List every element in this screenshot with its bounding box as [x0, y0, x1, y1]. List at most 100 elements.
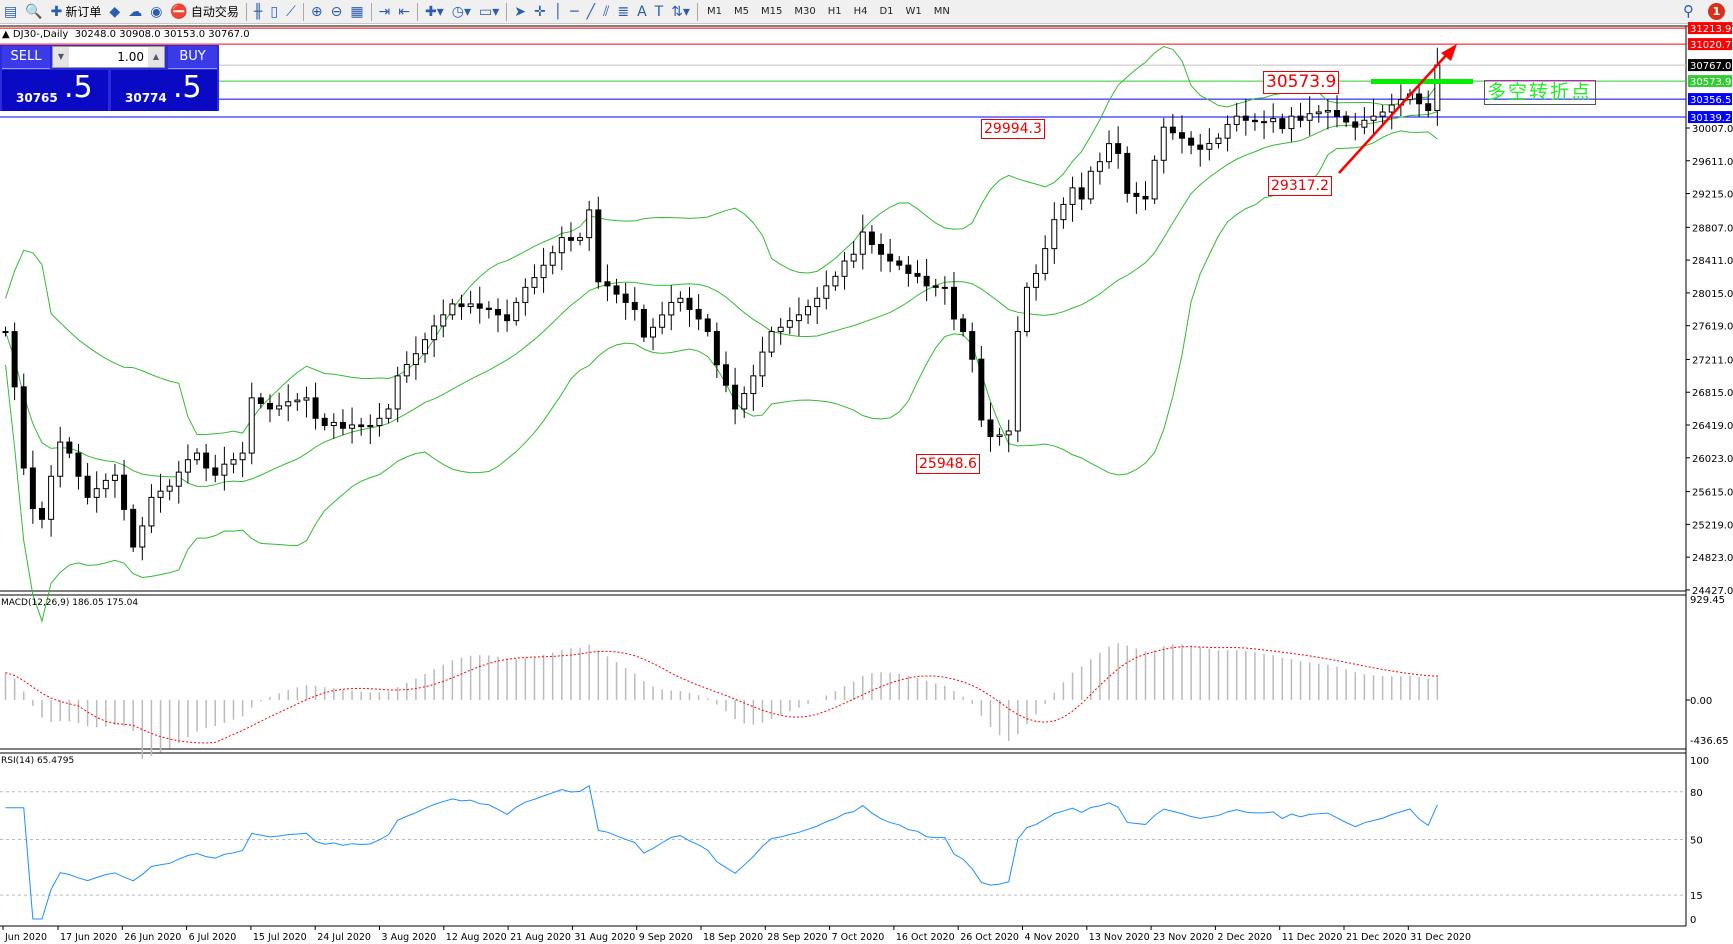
- metaeditor-icon: ◆: [109, 3, 121, 20]
- candle-bull: [376, 417, 383, 427]
- sell-price-box[interactable]: 30765 .5: [2, 70, 108, 111]
- bar-chart-icon: ╫: [253, 3, 263, 20]
- candle-bull: [1370, 115, 1377, 121]
- zoom-chart-button[interactable]: 🔍: [21, 1, 46, 23]
- auto-trading-icon: ⛔: [170, 3, 188, 20]
- candle-bear: [1197, 144, 1204, 150]
- candle-bull: [741, 392, 748, 410]
- candle-bear: [1169, 126, 1176, 134]
- notifications-badge[interactable]: 1: [1708, 2, 1725, 20]
- fibonacci-icon: ≣: [617, 3, 630, 20]
- signals-button[interactable]: ◉: [146, 1, 166, 23]
- arrows-button[interactable]: ⇅▾: [667, 1, 694, 23]
- candle-bull: [1005, 430, 1012, 436]
- chart-shift-button[interactable]: ⇤: [394, 1, 414, 23]
- candle-bull: [349, 424, 356, 429]
- candle-bear: [969, 331, 976, 360]
- auto-trading-button[interactable]: ⛔ 自动交易: [166, 1, 242, 23]
- lots-decrease-button[interactable]: ▼: [53, 47, 69, 67]
- new-chart-button[interactable]: ▤: [0, 1, 21, 23]
- bar-chart-button[interactable]: ╫: [250, 1, 266, 23]
- level-price-label: 31020.7: [1690, 40, 1731, 51]
- candle-bull: [586, 209, 593, 239]
- timeframe-m1[interactable]: M1: [706, 6, 722, 17]
- rsi-axis-label: 100: [1690, 756, 1709, 767]
- candle-bear: [1352, 121, 1359, 128]
- sell-button[interactable]: SELL: [2, 46, 50, 69]
- collapse-triangle-icon[interactable]: ▲: [2, 29, 13, 40]
- date-label: Jun 2020: [4, 932, 47, 943]
- buy-button[interactable]: BUY: [168, 46, 217, 69]
- candle-bull: [102, 479, 109, 490]
- metaeditor-button[interactable]: ◆: [105, 1, 124, 23]
- candle-bull: [768, 331, 775, 353]
- timeframe-d1[interactable]: D1: [879, 6, 894, 17]
- search-icon[interactable]: ⚲: [1683, 2, 1694, 20]
- timeframe-h4[interactable]: H4: [853, 6, 868, 17]
- lots-input[interactable]: [69, 50, 148, 64]
- candle-bear: [960, 318, 967, 333]
- candlestick-button[interactable]: ▯: [266, 1, 282, 23]
- candle-bear: [84, 475, 91, 498]
- templates-button[interactable]: ▭▾: [475, 1, 503, 23]
- zoom-out-button[interactable]: ⊖: [327, 1, 347, 23]
- level-price-tag: [1688, 75, 1732, 88]
- date-label: 31 Dec 2020: [1410, 932, 1471, 943]
- crosshair-icon: ✛: [534, 3, 546, 20]
- candlestick-icon: ▯: [270, 3, 279, 20]
- date-label: 31 Aug 2020: [574, 932, 635, 943]
- candle-bull: [1087, 170, 1094, 200]
- tile-windows-button[interactable]: ▦: [346, 1, 367, 23]
- zoom-out-icon: ⊖: [330, 3, 343, 20]
- candle-bear: [312, 397, 319, 419]
- date-label: 26 Jun 2020: [124, 932, 181, 943]
- navigator-button[interactable]: ☁: [124, 1, 146, 23]
- fibonacci-button[interactable]: ≣: [613, 1, 633, 23]
- turning-point-text[interactable]: 多空转折点: [1484, 80, 1596, 105]
- candle-bull: [1288, 115, 1295, 130]
- vertical-line-button[interactable]: │: [550, 1, 566, 23]
- zoom-in-button[interactable]: ⊕: [307, 1, 327, 23]
- new-chart-icon: ▤: [4, 3, 18, 20]
- level-price-tag: [1688, 38, 1732, 51]
- cursor-button[interactable]: ➤: [510, 1, 530, 23]
- candle-bull: [412, 353, 419, 366]
- equidistant-channel-button[interactable]: ⫽: [599, 1, 613, 23]
- line-chart-button[interactable]: ⟋: [282, 1, 300, 23]
- text-button[interactable]: A: [633, 1, 651, 23]
- price-label-29317[interactable]: 29317.2: [1268, 176, 1332, 196]
- text-label-button[interactable]: T: [651, 1, 668, 23]
- price-label-29994[interactable]: 29994.3: [981, 119, 1045, 139]
- candle-bear: [458, 303, 465, 308]
- timeframe-m30[interactable]: M30: [794, 6, 816, 17]
- timeframe-h1[interactable]: H1: [827, 6, 842, 17]
- horizontal-line-button[interactable]: ─: [566, 1, 582, 23]
- macd-axis-label: 929.45: [1690, 595, 1725, 606]
- candle-bull: [577, 237, 584, 241]
- auto-scroll-button[interactable]: ⇥: [375, 1, 395, 23]
- new-order-button[interactable]: ✚ 新订单: [47, 1, 106, 23]
- trendline-button[interactable]: ╱: [583, 1, 599, 23]
- periods-button[interactable]: ◷▾: [448, 1, 475, 23]
- buy-price-box[interactable]: 30774 .5: [111, 70, 217, 111]
- timeframe-mn[interactable]: MN: [933, 6, 950, 17]
- candle-bull: [1106, 143, 1113, 163]
- crosshair-button[interactable]: ✛: [530, 1, 550, 23]
- candle-bull: [467, 303, 474, 308]
- timeframe-m5[interactable]: M5: [733, 6, 749, 17]
- timeframe-w1[interactable]: W1: [905, 6, 922, 17]
- lots-increase-button[interactable]: ▲: [148, 47, 164, 67]
- toolbar-label: 自动交易: [190, 5, 239, 19]
- candle-bull: [540, 264, 547, 279]
- candle-bull: [48, 475, 55, 520]
- indicators-button[interactable]: ✚▾: [421, 1, 448, 23]
- candle-bear: [1242, 115, 1249, 121]
- candle-bull: [248, 397, 255, 454]
- price-label-30573[interactable]: 30573.9: [1263, 71, 1340, 94]
- timeframe-m15[interactable]: M15: [760, 6, 783, 17]
- price-label-25948[interactable]: 25948.6: [916, 454, 980, 474]
- navigator-icon: ☁: [128, 3, 143, 20]
- candle-bear: [266, 402, 273, 410]
- candle-bull: [1151, 159, 1158, 200]
